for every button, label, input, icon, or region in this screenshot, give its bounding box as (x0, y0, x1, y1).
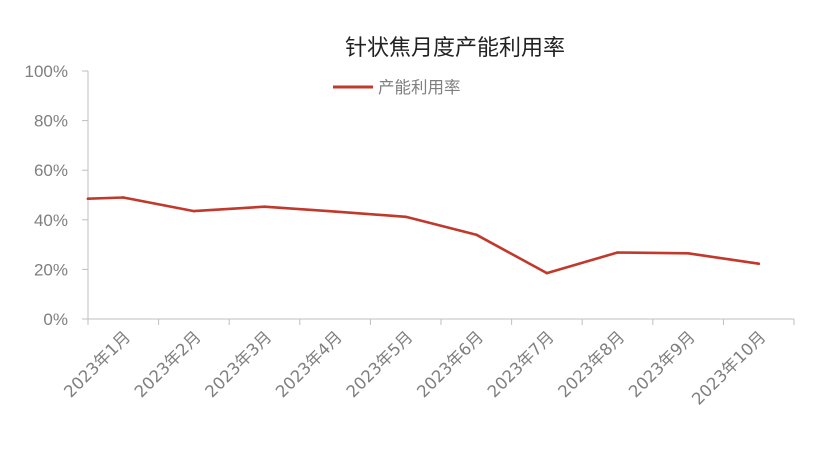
data-point (616, 251, 619, 254)
x-tick-label: 2023年6月 (413, 327, 487, 401)
x-tick-label: 2023年7月 (484, 327, 558, 401)
data-point (192, 209, 196, 213)
y-tick-label: 100% (25, 62, 68, 81)
x-tick-label: 2023年8月 (554, 327, 628, 401)
x-tick-labels: 2023年1月2023年2月2023年3月2023年4月2023年5月2023年… (60, 327, 769, 408)
x-tick-label: 2023年3月 (201, 327, 275, 401)
data-point (475, 233, 478, 236)
axes (82, 70, 795, 325)
series-layer (86, 196, 761, 275)
y-tick-labels: 0% 20% 40% 60% 80% 100% (25, 62, 68, 329)
y-tick-label: 80% (34, 112, 68, 131)
y-tick-label: 0% (43, 310, 68, 329)
legend-label: 产能利用率 (378, 78, 461, 97)
data-point (686, 251, 690, 255)
data-point (545, 271, 549, 275)
chart-title: 针状焦月度产能利用率 (345, 36, 565, 61)
data-point (263, 205, 266, 208)
legend: 产能利用率 (333, 78, 461, 97)
y-tick-label: 60% (34, 161, 68, 180)
x-tick-label: 2023年5月 (343, 327, 417, 401)
x-tick-label: 2023年1月 (60, 327, 134, 401)
x-tick-label: 2023年9月 (625, 327, 699, 401)
x-tick-label: 2023年10月 (688, 327, 769, 408)
x-tick-label: 2023年2月 (131, 327, 205, 401)
y-tick-label: 40% (34, 211, 68, 230)
data-point (404, 215, 408, 219)
data-point (757, 262, 760, 265)
x-tick-label: 2023年4月 (272, 327, 346, 401)
data-point (86, 197, 90, 201)
y-tick-label: 20% (34, 260, 68, 279)
series-line (86, 196, 761, 275)
data-point (333, 210, 337, 213)
data-point (122, 196, 125, 199)
